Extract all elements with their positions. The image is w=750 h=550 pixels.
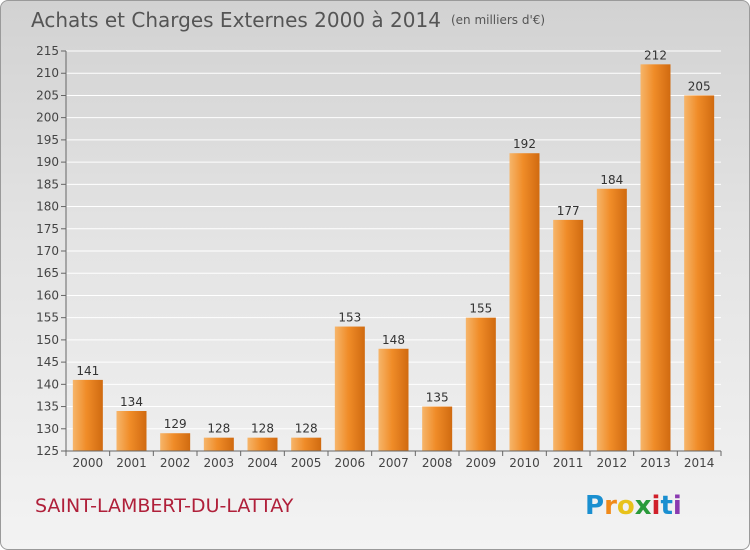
- x-tick-label: 2008: [422, 456, 453, 470]
- bar-2004: [247, 437, 278, 451]
- x-tick-label: 2000: [73, 456, 104, 470]
- y-tick-label: 160: [36, 288, 59, 302]
- x-tick-label: 2001: [116, 456, 147, 470]
- y-tick-label: 180: [36, 200, 59, 214]
- y-tick-label: 155: [36, 311, 59, 325]
- bars: 141 134 129 128 128 128 153 148 135 155 192 177 184 2…: [72, 48, 715, 452]
- y-tick-label: 175: [36, 222, 59, 236]
- logo-letter: x: [634, 491, 652, 521]
- bar-value-label: 128: [251, 422, 274, 436]
- x-tick-label: 2009: [466, 456, 497, 470]
- x-tick-label: 2004: [247, 456, 278, 470]
- y-tick-label: 215: [36, 44, 59, 58]
- x-tick-label: 2003: [204, 456, 235, 470]
- chart-title-text: Achats et Charges Externes 2000 à 2014: [31, 8, 441, 32]
- bar-value-label: 134: [120, 395, 143, 409]
- bar-value-label: 155: [469, 302, 492, 316]
- x-axis-ticks: 2000 2001 2002 2003 2004 2005 2006 2007 2008 2009…: [65, 451, 722, 470]
- proxiti-logo: Proxiti: [585, 491, 682, 521]
- bar-2011: [553, 219, 584, 451]
- y-tick-label: 210: [36, 66, 59, 80]
- bar-value-label: 184: [600, 173, 623, 187]
- y-tick-label: 140: [36, 377, 59, 391]
- bar-2013: [640, 64, 671, 452]
- bar-2007: [378, 348, 409, 451]
- bar-2000: [72, 379, 103, 451]
- y-tick-label: 165: [36, 266, 59, 280]
- bar-2010: [509, 153, 540, 451]
- bar-value-label: 128: [295, 422, 318, 436]
- bar-2005: [291, 437, 322, 451]
- bar-2014: [684, 95, 715, 451]
- y-tick-label: 205: [36, 88, 59, 102]
- bar-2003: [203, 437, 234, 451]
- bar-value-label: 129: [164, 417, 187, 431]
- chart-title: Achats et Charges Externes 2000 à 2014 (e…: [31, 8, 545, 32]
- y-tick-label: 130: [36, 422, 59, 436]
- chart-unit: (en milliers d'€): [450, 13, 546, 27]
- bar-2008: [422, 406, 453, 451]
- logo-letter: r: [604, 491, 617, 521]
- bar-value-label: 141: [76, 364, 99, 378]
- bar-2012: [596, 188, 627, 451]
- commune-name: SAINT-LAMBERT-DU-LATTAY: [35, 495, 294, 517]
- bar-value-label: 177: [557, 204, 580, 218]
- x-tick-label: 2014: [684, 456, 715, 470]
- bar-value-label: 135: [426, 391, 449, 405]
- x-tick-label: 2013: [640, 456, 671, 470]
- logo-letter: o: [616, 491, 635, 521]
- logo-letter: P: [585, 491, 605, 521]
- y-tick-label: 170: [36, 244, 59, 258]
- x-tick-label: 2005: [291, 456, 322, 470]
- x-tick-label: 2010: [509, 456, 540, 470]
- x-tick-label: 2006: [335, 456, 366, 470]
- x-tick-label: 2012: [597, 456, 628, 470]
- y-tick-label: 145: [36, 355, 59, 369]
- bar-value-label: 212: [644, 48, 667, 62]
- y-tick-label: 135: [36, 400, 59, 414]
- bar-2006: [334, 326, 365, 451]
- logo-letter: i: [672, 491, 682, 521]
- bar-value-label: 153: [338, 311, 361, 325]
- y-tick-label: 195: [36, 133, 59, 147]
- bar-2009: [465, 317, 496, 451]
- y-tick-label: 190: [36, 155, 59, 169]
- bar-2002: [160, 433, 191, 451]
- y-tick-label: 150: [36, 333, 59, 347]
- logo-letter: i: [651, 491, 661, 521]
- x-tick-label: 2011: [553, 456, 584, 470]
- bar-2001: [116, 411, 147, 451]
- bar-value-label: 192: [513, 137, 536, 151]
- y-tick-label: 125: [36, 444, 59, 458]
- bar-value-label: 128: [207, 422, 230, 436]
- x-tick-label: 2007: [378, 456, 409, 470]
- y-tick-label: 185: [36, 177, 59, 191]
- bar-value-label: 205: [688, 79, 711, 93]
- bar-value-label: 148: [382, 333, 405, 347]
- y-tick-label: 200: [36, 111, 59, 125]
- x-tick-label: 2002: [160, 456, 191, 470]
- y-axis-ticks: 125 130 135 140 145 150 155 160 165 170 175 180 185 1…: [36, 44, 66, 458]
- logo-letter: t: [660, 491, 673, 521]
